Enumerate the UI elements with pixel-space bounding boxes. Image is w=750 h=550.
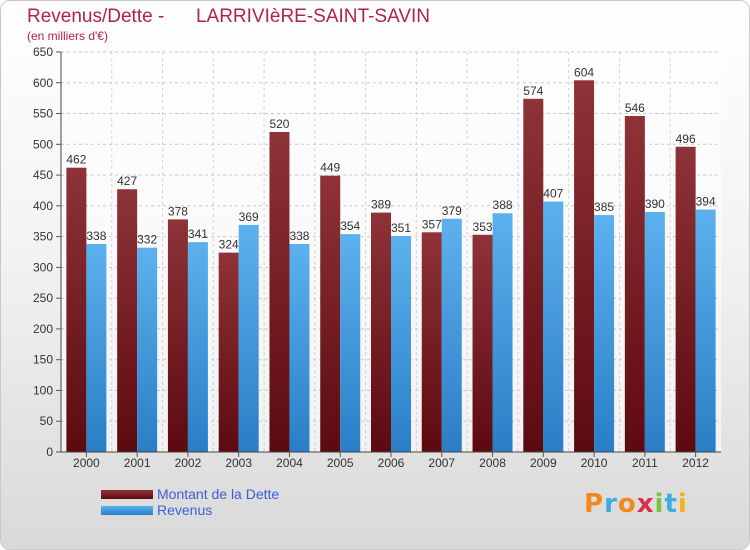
logo-letter: r: [604, 489, 618, 519]
bar-revenus: [695, 209, 716, 452]
data-label-revenus: 332: [137, 233, 157, 247]
bar-revenus: [492, 213, 513, 452]
data-label-debt: 520: [269, 117, 289, 131]
data-label-revenus: 394: [696, 195, 716, 209]
logo-letter: x: [636, 489, 655, 519]
x-tick-label: 2011: [632, 456, 658, 470]
y-tick-label: 250: [33, 291, 53, 305]
bar-revenus: [543, 201, 564, 452]
bar-debt: [117, 189, 138, 452]
data-label-debt: 496: [676, 132, 696, 146]
bar-debt: [218, 252, 239, 452]
bar-revenus: [289, 244, 310, 452]
data-label-revenus: 369: [239, 210, 259, 224]
bar-debt: [269, 132, 290, 452]
data-label-debt: 427: [117, 174, 137, 188]
data-label-revenus: 379: [442, 204, 462, 218]
x-tick-label: 2006: [378, 456, 405, 470]
x-tick-label: 2010: [581, 456, 608, 470]
logo-letter: P: [584, 489, 605, 519]
legend-swatch-revenus: [101, 506, 153, 515]
x-tick-label: 2000: [73, 456, 100, 470]
y-tick-label: 350: [33, 230, 53, 244]
bar-revenus: [644, 212, 665, 452]
y-tick-label: 300: [33, 260, 53, 274]
y-tick-label: 50: [40, 414, 54, 428]
x-tick-label: 2007: [428, 456, 455, 470]
logo-letter: o: [617, 489, 637, 519]
y-tick-label: 400: [33, 199, 53, 213]
chart-title: Revenus/Dette - LARRIVIèRE-SAINT-SAVIN: [27, 6, 430, 27]
data-label-debt: 378: [168, 204, 188, 218]
bar-debt: [523, 98, 544, 453]
bar-revenus: [187, 242, 208, 452]
data-label-debt: 389: [371, 198, 391, 212]
data-label-debt: 604: [574, 65, 594, 79]
data-label-debt: 324: [219, 238, 239, 252]
proxiti-logo: Proxiti: [584, 489, 688, 519]
bar-debt: [624, 116, 645, 452]
data-label-revenus: 354: [340, 219, 360, 233]
x-tick-label: 2009: [530, 456, 557, 470]
data-label-debt: 357: [422, 217, 442, 231]
bar-debt: [320, 175, 341, 452]
data-label-revenus: 385: [594, 200, 614, 214]
y-tick-label: 600: [33, 76, 53, 90]
data-label-revenus: 338: [86, 229, 106, 243]
bar-debt: [66, 167, 87, 452]
x-tick-label: 2002: [175, 456, 202, 470]
data-label-revenus: 338: [289, 229, 309, 243]
legend-swatch-debt: [101, 490, 153, 499]
y-tick-label: 100: [33, 383, 53, 397]
x-tick-label: 2003: [225, 456, 252, 470]
bar-revenus: [594, 215, 615, 452]
y-tick-label: 200: [33, 322, 53, 336]
logo-letter: i: [677, 489, 688, 519]
bar-debt: [675, 146, 696, 452]
x-tick-label: 2012: [682, 456, 709, 470]
bar-debt: [421, 232, 442, 452]
x-tick-label: 2004: [276, 456, 303, 470]
x-tick-label: 2001: [124, 456, 151, 470]
y-tick-label: 450: [33, 168, 53, 182]
data-label-revenus: 341: [188, 227, 208, 241]
bar-revenus: [441, 218, 462, 452]
bar-revenus: [137, 247, 158, 452]
chart-subtitle: (en milliers d'€): [27, 29, 108, 43]
data-label-debt: 546: [625, 101, 645, 115]
legend-label-revenus: Revenus: [157, 502, 213, 518]
bar-debt: [371, 212, 391, 452]
bar-debt: [574, 80, 595, 453]
y-tick-label: 0: [46, 445, 53, 459]
legend-label-debt: Montant de la Dette: [157, 486, 280, 502]
data-label-revenus: 351: [391, 221, 411, 235]
data-label-revenus: 390: [645, 197, 665, 211]
y-tick-label: 550: [33, 107, 53, 121]
bar-debt: [167, 219, 188, 452]
bar-revenus: [391, 236, 411, 452]
bar-debt: [472, 234, 493, 452]
data-label-revenus: 407: [543, 187, 563, 201]
data-label-debt: 574: [523, 84, 543, 98]
y-tick-label: 650: [33, 45, 53, 59]
x-tick-label: 2005: [327, 456, 354, 470]
y-tick-label: 150: [33, 353, 53, 367]
x-tick-label: 2008: [479, 456, 506, 470]
bar-revenus: [238, 224, 259, 452]
y-tick-label: 500: [33, 137, 53, 151]
bar-revenus: [86, 244, 107, 452]
data-label-debt: 353: [473, 220, 493, 234]
data-label-debt: 462: [66, 153, 86, 167]
data-label-debt: 449: [320, 161, 340, 175]
data-label-revenus: 388: [493, 198, 513, 212]
logo-letter: i: [654, 489, 665, 519]
logo-letter: t: [664, 489, 678, 519]
bar-revenus: [340, 234, 361, 452]
